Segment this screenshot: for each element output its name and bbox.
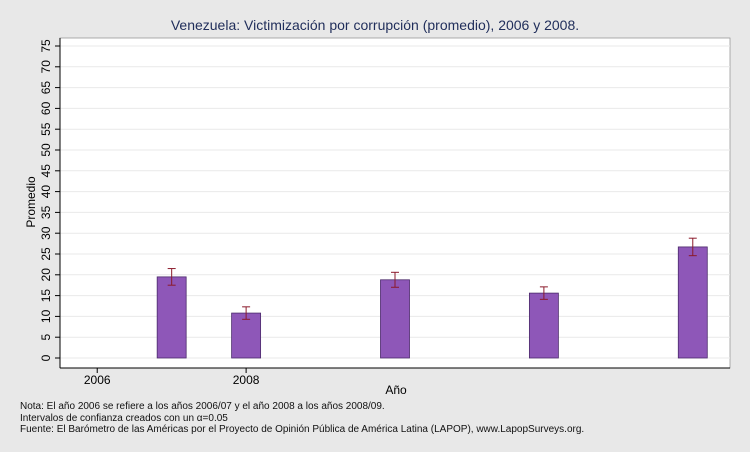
note-line-1: Nota: El año 2006 se refiere a los años … [20,401,385,412]
y-tick-label: 70 [39,60,53,74]
chart-title: Venezuela: Victimización por corrupción … [171,17,579,33]
y-tick-label: 20 [39,268,53,282]
y-tick-label: 25 [39,247,53,261]
bar [380,279,410,359]
note-line-2: Intervalos de confianza creados con un α… [20,412,228,424]
y-tick-label: 10 [39,309,53,323]
y-tick-label: 30 [39,226,53,240]
bar [156,276,187,359]
y-tick-label: 0 [39,354,53,361]
y-tick-label: 60 [39,101,53,115]
y-tick-label: 50 [39,143,53,157]
y-tick-label: 40 [39,185,53,199]
note-line-3: Fuente: El Barómetro de las Américas por… [20,424,585,435]
bar-chart: Venezuela: Victimización por corrupción … [24,17,731,397]
y-tick-label: 45 [39,164,53,178]
y-tick-label: 65 [39,81,53,95]
y-tick-label: 35 [39,205,53,219]
y-tick-label: 15 [39,289,53,303]
x-tick-label: 2006 [84,373,111,387]
chart-notes: Nota: El año 2006 se refiere a los años … [20,401,584,436]
x-tick-label: 2008 [233,373,260,387]
y-tick-label: 55 [39,122,53,136]
bar [528,292,559,359]
y-tick-label: 5 [39,334,53,341]
y-axis-label: Promedio [24,176,38,228]
x-axis-label: Año [385,383,407,397]
y-tick-label: 75 [39,39,53,53]
bar [677,246,708,359]
